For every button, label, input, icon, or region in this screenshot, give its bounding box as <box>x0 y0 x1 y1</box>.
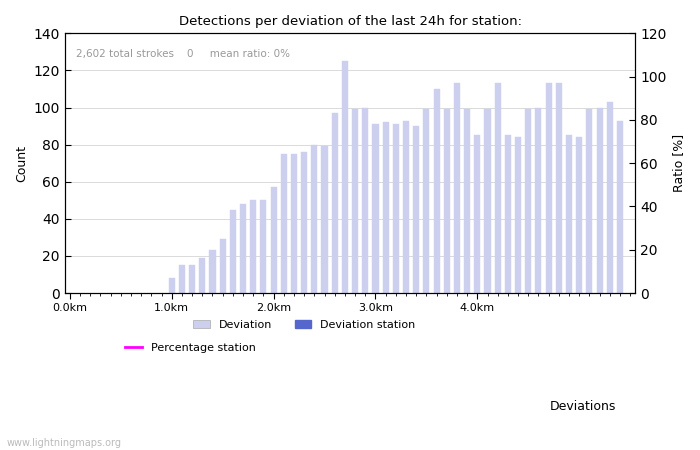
Bar <box>301 152 307 293</box>
Bar <box>260 200 267 293</box>
Bar <box>321 146 328 293</box>
Bar <box>332 113 338 293</box>
Bar <box>270 187 276 293</box>
Bar <box>312 144 317 293</box>
Title: Detections per deviation of the last 24h for station:: Detections per deviation of the last 24h… <box>178 15 522 28</box>
Bar <box>403 121 409 293</box>
Bar <box>342 61 348 293</box>
Bar <box>230 210 236 293</box>
Bar <box>250 200 256 293</box>
Bar <box>189 265 195 293</box>
Bar <box>484 109 491 293</box>
Bar <box>372 124 379 293</box>
Bar <box>607 102 612 293</box>
Bar <box>413 126 419 293</box>
Bar <box>352 109 358 293</box>
Bar <box>475 135 480 293</box>
Bar <box>383 122 389 293</box>
Bar <box>169 278 175 293</box>
Bar <box>576 137 582 293</box>
Bar <box>525 109 531 293</box>
Bar <box>444 109 450 293</box>
Bar <box>495 83 500 293</box>
Bar <box>291 154 297 293</box>
Bar <box>179 265 185 293</box>
Bar <box>617 121 623 293</box>
Text: www.lightningmaps.org: www.lightningmaps.org <box>7 438 122 448</box>
Bar <box>536 108 542 293</box>
Bar <box>566 135 572 293</box>
Bar <box>454 83 460 293</box>
Bar <box>515 137 521 293</box>
Bar <box>209 250 216 293</box>
Y-axis label: Count: Count <box>15 144 28 182</box>
Bar <box>505 135 511 293</box>
Bar <box>464 109 470 293</box>
Bar <box>220 239 225 293</box>
Bar <box>545 83 552 293</box>
Bar <box>362 108 368 293</box>
Bar <box>424 109 430 293</box>
Bar <box>587 109 592 293</box>
Bar <box>393 124 399 293</box>
Bar <box>199 258 205 293</box>
Bar <box>556 83 562 293</box>
Bar <box>596 108 603 293</box>
Text: Deviations: Deviations <box>550 400 616 413</box>
Y-axis label: Ratio [%]: Ratio [%] <box>672 134 685 192</box>
Text: 2,602 total strokes    0     mean ratio: 0%: 2,602 total strokes 0 mean ratio: 0% <box>76 49 290 59</box>
Legend: Percentage station: Percentage station <box>120 339 260 358</box>
Bar <box>281 154 287 293</box>
Bar <box>240 204 246 293</box>
Bar <box>433 89 440 293</box>
